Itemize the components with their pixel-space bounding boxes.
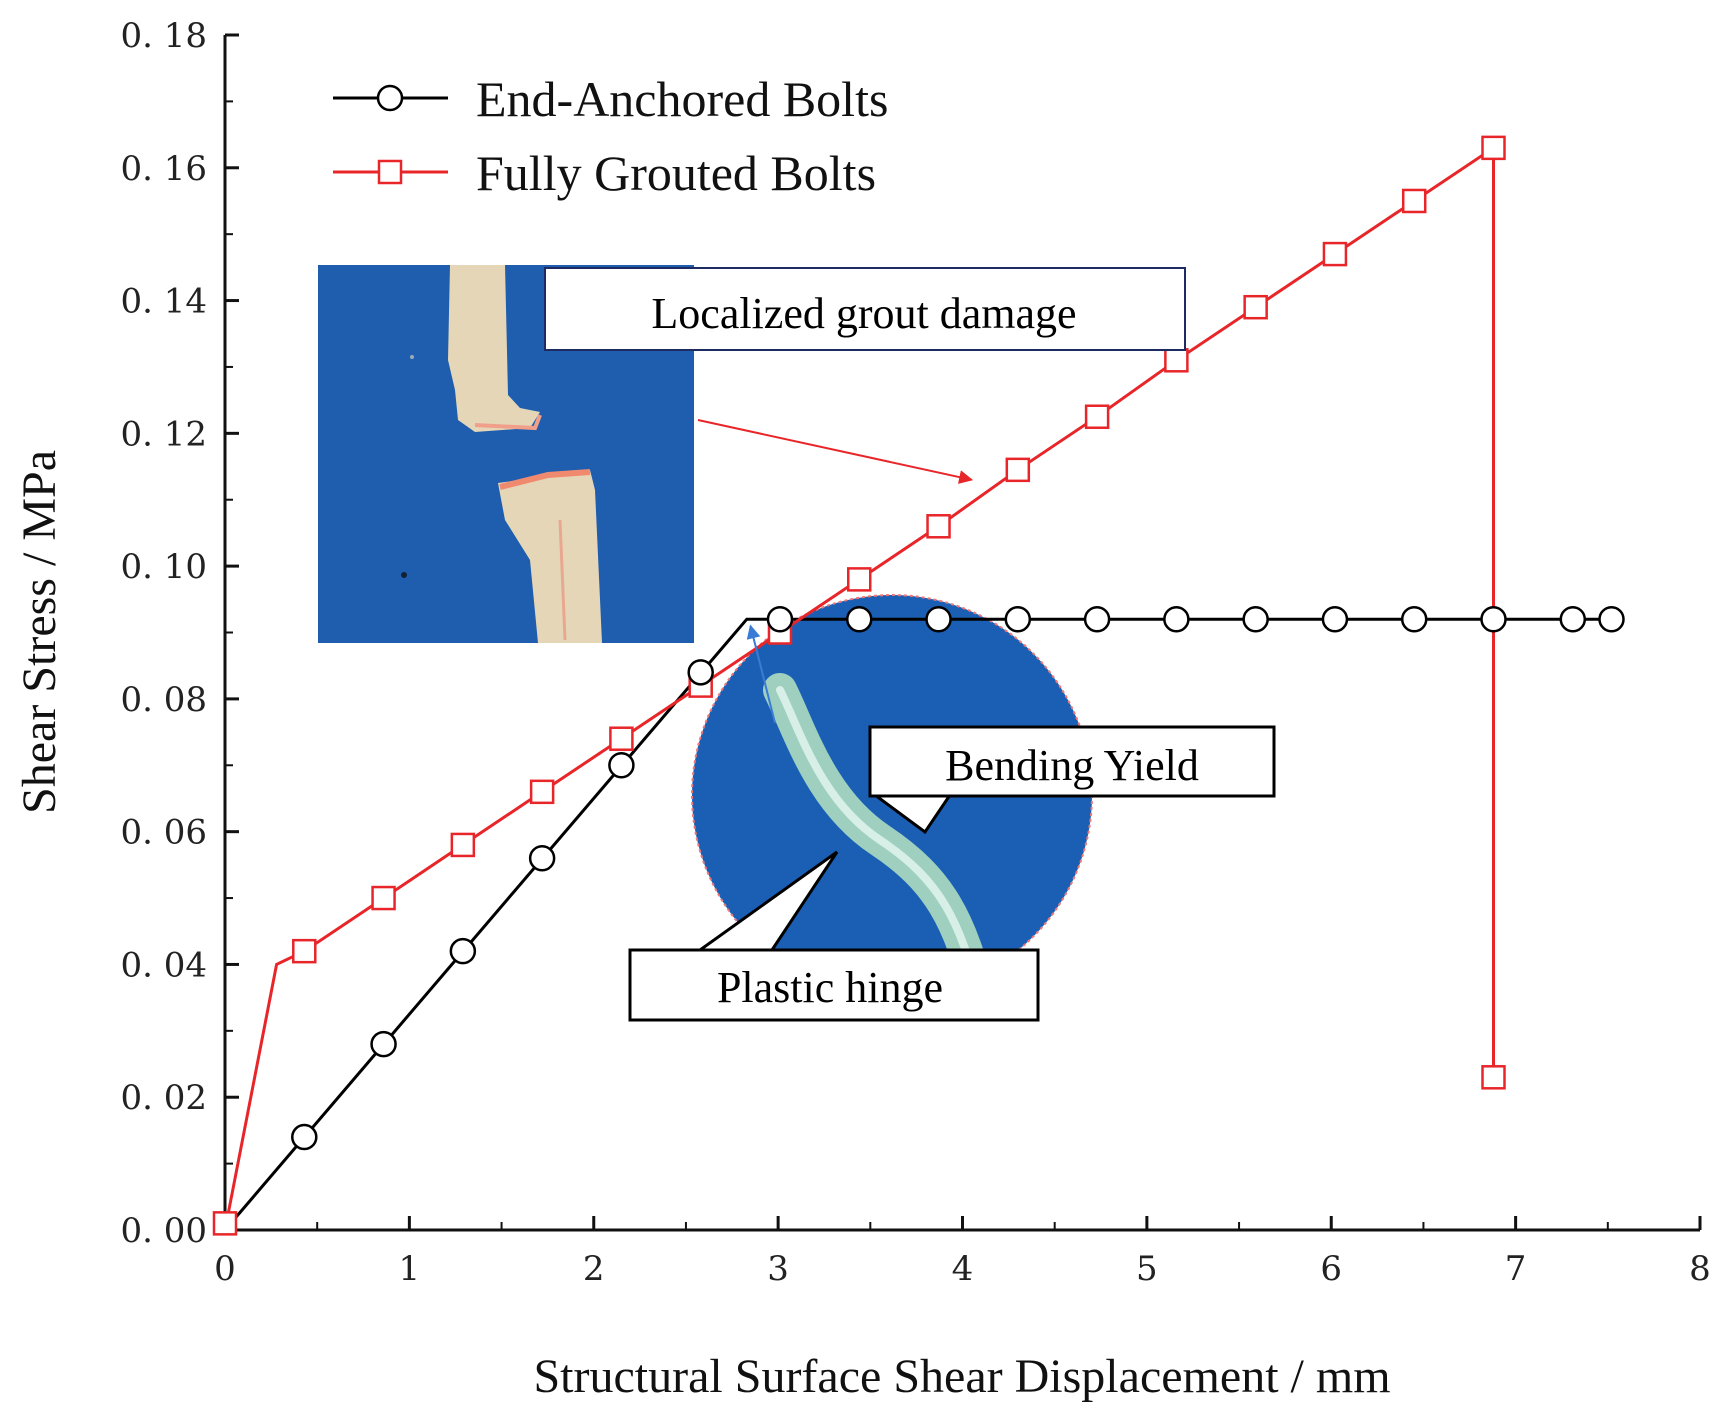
legend-item-fully-grouted: Fully Grouted Bolts bbox=[333, 145, 876, 201]
data-point-end-anchored bbox=[925, 605, 952, 633]
data-point-fully-grouted bbox=[1243, 294, 1268, 320]
callout-plastic-hinge: Plastic hinge bbox=[628, 850, 1040, 1022]
legend: End-Anchored Bolts Fully Grouted Bolts bbox=[333, 71, 888, 201]
x-tick-labels: 0 1 2 3 4 5 6 7 8 bbox=[214, 1249, 1711, 1289]
data-point-end-anchored bbox=[608, 752, 635, 779]
legend-label-fully-grouted: Fully Grouted Bolts bbox=[476, 145, 876, 201]
data-point-fully-grouted bbox=[292, 938, 317, 964]
data-point-end-anchored bbox=[1321, 605, 1349, 633]
y-tick-label: 0. 00 bbox=[120, 1211, 207, 1251]
x-tick-label: 1 bbox=[399, 1249, 421, 1289]
data-point-end-anchored bbox=[449, 937, 477, 965]
legend-item-end-anchored: End-Anchored Bolts bbox=[333, 71, 888, 127]
callout-grout-damage-label: Localized grout damage bbox=[651, 289, 1076, 338]
y-tick-label: 0. 04 bbox=[120, 945, 207, 985]
grout-damage-arrow bbox=[697, 419, 974, 484]
x-axis-title: Structural Surface Shear Displacement / … bbox=[533, 1350, 1390, 1403]
data-point-end-anchored bbox=[1400, 605, 1428, 633]
callout-bending-yield-label: Bending Yield bbox=[945, 741, 1199, 790]
data-point-end-anchored bbox=[1559, 605, 1587, 633]
data-point-fully-grouted bbox=[926, 514, 951, 539]
y-tick-label: 0. 06 bbox=[120, 813, 207, 853]
data-point-end-anchored bbox=[528, 844, 556, 872]
x-ticks bbox=[223, 1216, 1702, 1230]
data-point-fully-grouted bbox=[212, 1211, 238, 1236]
data-point-fully-grouted bbox=[1084, 404, 1110, 429]
x-tick-label: 6 bbox=[1320, 1249, 1342, 1289]
series-markers-end-anchored bbox=[291, 605, 1625, 1151]
y-tick-labels: 0. 00 0. 02 0. 04 0. 06 0. 08 0. 10 0. 12 0. 14… bbox=[120, 16, 207, 1251]
data-point-end-anchored bbox=[1004, 605, 1032, 633]
data-point-fully-grouted bbox=[609, 726, 634, 751]
y-axis-title: Shear Stress / MPa bbox=[13, 450, 66, 814]
x-tick-label: 3 bbox=[767, 1249, 789, 1289]
axes: 0 1 2 3 4 5 6 7 8 0. 00 0. 02 0. 04 0. 06 0. 08 0. 10… bbox=[120, 16, 1710, 1289]
x-tick-label: 5 bbox=[1136, 1249, 1158, 1289]
y-tick-label: 0. 18 bbox=[120, 16, 207, 56]
data-point-fully-grouted bbox=[1481, 1065, 1506, 1090]
y-tick-label: 0. 12 bbox=[120, 414, 207, 454]
data-point-fully-grouted bbox=[529, 779, 555, 805]
data-point-end-anchored bbox=[1598, 605, 1625, 633]
x-tick-label: 2 bbox=[583, 1249, 605, 1289]
callout-bending-yield: Bending Yield bbox=[868, 725, 1276, 835]
data-point-end-anchored bbox=[1242, 605, 1269, 633]
data-point-fully-grouted bbox=[1005, 457, 1031, 483]
x-tick-label: 7 bbox=[1505, 1249, 1527, 1289]
data-point-fully-grouted bbox=[450, 832, 476, 858]
data-point-end-anchored bbox=[291, 1123, 318, 1151]
y-tick-label: 0. 16 bbox=[120, 149, 207, 189]
y-tick-label: 0. 10 bbox=[120, 547, 207, 587]
callout-plastic-hinge-label: Plastic hinge bbox=[717, 963, 943, 1012]
series-markers-fully-grouted bbox=[212, 135, 1506, 1236]
data-point-end-anchored bbox=[370, 1030, 397, 1058]
data-point-fully-grouted bbox=[1322, 241, 1348, 267]
x-tick-label: 0 bbox=[214, 1249, 236, 1289]
y-ticks bbox=[225, 33, 239, 1232]
y-tick-label: 0. 02 bbox=[120, 1078, 207, 1118]
callout-grout-damage: Localized grout damage bbox=[544, 267, 1186, 351]
data-point-end-anchored bbox=[766, 605, 794, 633]
data-point-end-anchored bbox=[1083, 605, 1111, 633]
y-tick-label: 0. 14 bbox=[120, 282, 207, 322]
y-tick-label: 0. 08 bbox=[120, 680, 207, 720]
data-point-end-anchored bbox=[1163, 605, 1190, 633]
yield-point-arrow bbox=[746, 624, 776, 724]
x-tick-label: 8 bbox=[1689, 1249, 1711, 1289]
data-point-fully-grouted bbox=[1401, 188, 1427, 214]
data-point-end-anchored bbox=[687, 659, 714, 686]
x-tick-label: 4 bbox=[952, 1249, 974, 1289]
data-point-end-anchored bbox=[846, 605, 873, 633]
data-point-fully-grouted bbox=[1481, 135, 1506, 161]
data-point-fully-grouted bbox=[1164, 348, 1189, 373]
data-point-end-anchored bbox=[1480, 605, 1507, 633]
data-point-fully-grouted bbox=[847, 567, 872, 592]
data-point-fully-grouted bbox=[371, 885, 396, 911]
legend-label-end-anchored: End-Anchored Bolts bbox=[476, 71, 888, 127]
